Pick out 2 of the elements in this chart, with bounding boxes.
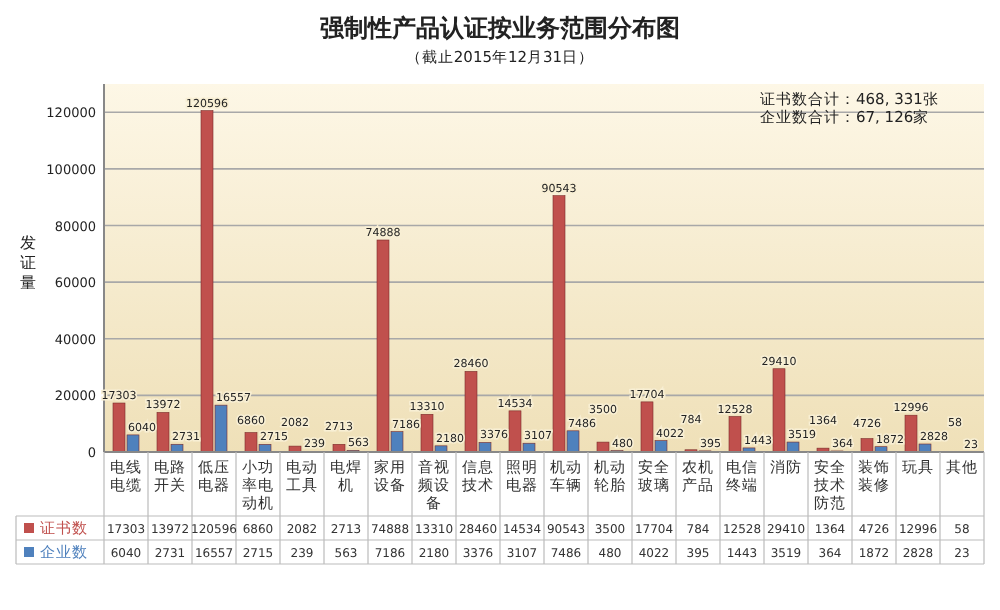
chart-title: 强制性产品认证按业务范围分布图	[320, 14, 680, 42]
y-axis-title: 发证量	[20, 234, 36, 292]
